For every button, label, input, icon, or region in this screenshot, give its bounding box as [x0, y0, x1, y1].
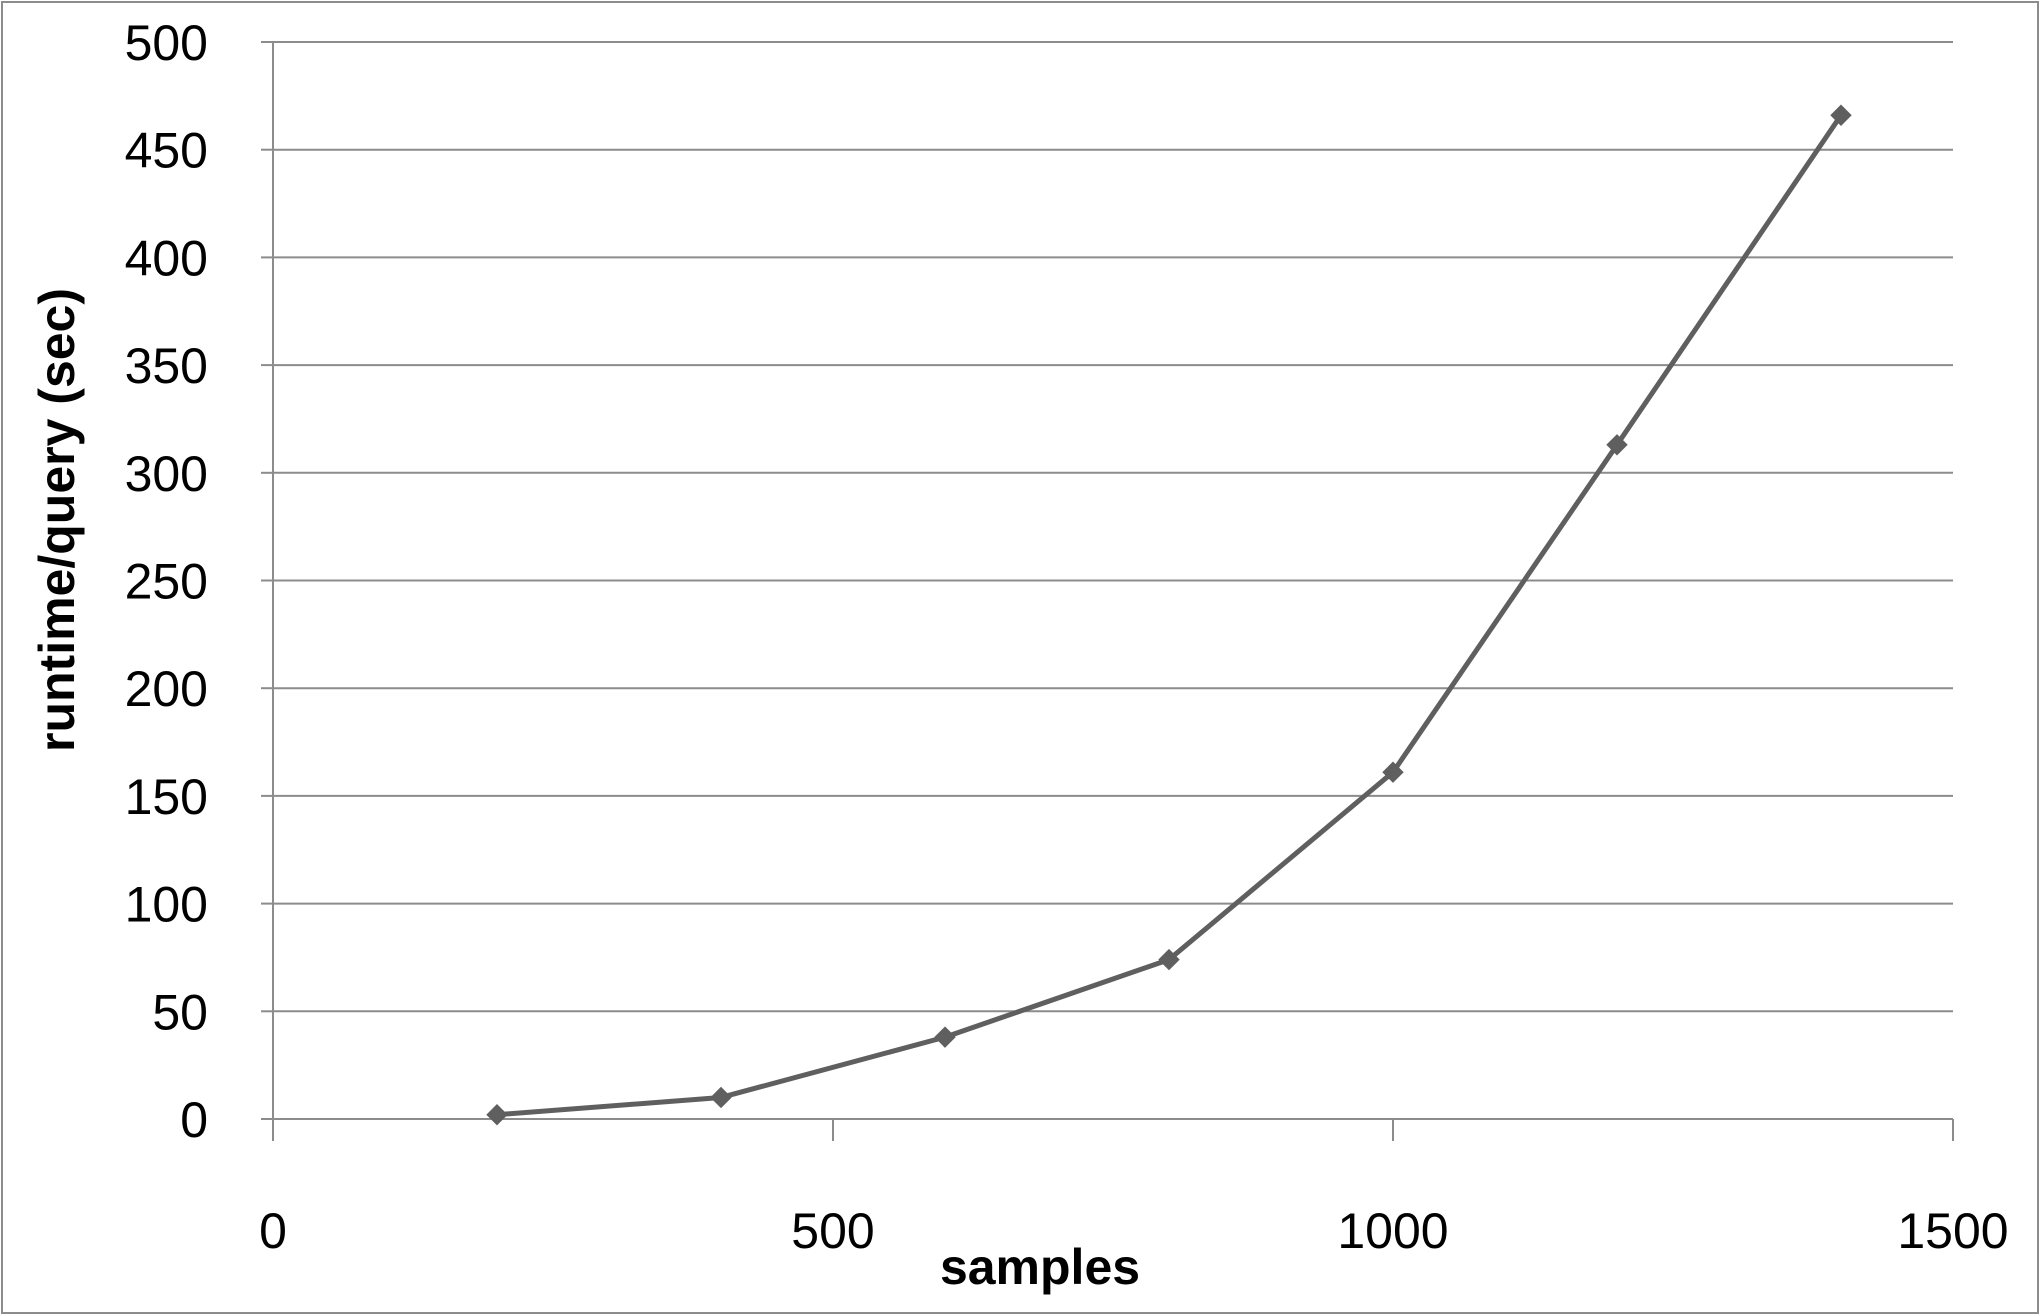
data-point-1000 — [1382, 761, 1404, 783]
x-tick-label-500: 500 — [791, 1203, 874, 1259]
y-tick-label-450: 450 — [125, 123, 208, 179]
axes — [261, 41, 1954, 1141]
x-tick-labels: 0 500 1000 1500 — [259, 1203, 2009, 1259]
x-axis-title: samples — [940, 1239, 1140, 1295]
y-tick-label-300: 300 — [125, 446, 208, 502]
y-tick-label-50: 50 — [152, 984, 208, 1040]
y-tick-labels: 0 50 100 150 200 250 300 350 400 450 500 — [125, 15, 208, 1148]
data-point-1400 — [1830, 104, 1852, 126]
y-tick-label-250: 250 — [125, 554, 208, 610]
y-tick-label-400: 400 — [125, 230, 208, 286]
y-tick-label-500: 500 — [125, 15, 208, 71]
series-group — [486, 104, 1852, 1126]
gridlines — [273, 41, 1953, 1013]
data-point-200 — [486, 1103, 508, 1126]
y-tick-label-350: 350 — [125, 338, 208, 394]
y-tick-label-0: 0 — [180, 1092, 208, 1148]
data-point-1200 — [1606, 434, 1628, 456]
x-tick-label-1000: 1000 — [1337, 1203, 1448, 1259]
data-point-600 — [934, 1026, 956, 1048]
x-tick-label-1500: 1500 — [1897, 1203, 2008, 1259]
data-point-400 — [710, 1086, 732, 1109]
data-point-800 — [1158, 948, 1180, 971]
y-tick-label-100: 100 — [125, 877, 208, 933]
x-tick-label-0: 0 — [259, 1203, 287, 1259]
y-axis-title: runtime/query (sec) — [29, 288, 85, 752]
y-tick-label-150: 150 — [125, 769, 208, 825]
y-tick-label-200: 200 — [125, 661, 208, 717]
